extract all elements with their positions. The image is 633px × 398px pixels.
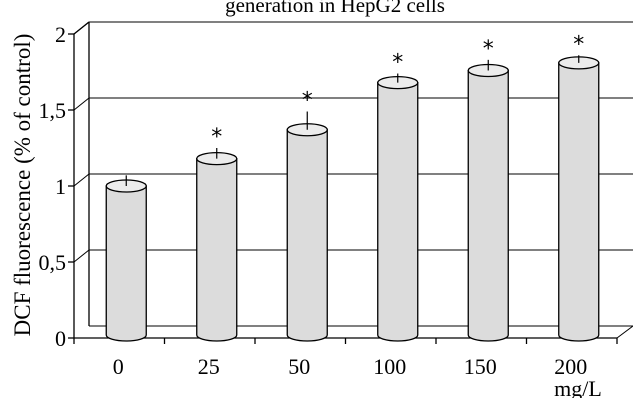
significance-star: * <box>392 51 403 76</box>
bar-group: * <box>467 37 509 342</box>
x-tick-label: 0 <box>113 354 124 379</box>
y-axis-label: DCF fluorescence (% of control) <box>10 34 35 337</box>
bar-group: * <box>196 125 238 342</box>
x-tick-label: 200 <box>554 354 587 379</box>
bars: * * * * * <box>105 32 600 342</box>
gridline-side <box>73 249 90 263</box>
chart-title: generation in HepG2 cells <box>225 0 445 17</box>
bar <box>377 81 419 342</box>
floor-right-edge <box>616 325 633 339</box>
x-tick-label: 25 <box>198 354 220 379</box>
bar <box>196 157 238 342</box>
y-tick-label: 0,5 <box>39 250 67 275</box>
bar-group: * <box>377 51 419 342</box>
gridline-side <box>73 173 90 187</box>
bar <box>467 69 509 342</box>
y-tick-label: 1 <box>55 174 66 199</box>
x-unit-label: mg/L <box>554 376 602 398</box>
gridline-side <box>73 97 90 111</box>
x-tick-label: 100 <box>373 354 406 379</box>
significance-star: * <box>483 37 494 62</box>
y-axis-ticks: 0 0,5 1 1,5 2 <box>39 22 74 351</box>
x-tick-label: 50 <box>288 354 310 379</box>
significance-star: * <box>302 89 313 114</box>
bar-group: * <box>286 89 328 342</box>
significance-star: * <box>211 125 222 150</box>
x-axis-ticks: 0 25 50 100 150 200 <box>73 338 618 379</box>
bar <box>558 62 600 342</box>
plot-frame <box>73 21 633 339</box>
y-tick-label: 1,5 <box>39 98 67 123</box>
gridline-side <box>73 21 90 35</box>
bar-group <box>105 175 147 342</box>
bar-group: * <box>558 32 600 342</box>
bar <box>286 129 328 342</box>
y-tick-label: 0 <box>55 326 66 351</box>
y-tick-label: 2 <box>55 22 66 47</box>
gridlines <box>73 21 633 263</box>
x-tick-label: 150 <box>464 354 497 379</box>
significance-star: * <box>573 32 584 57</box>
bar <box>105 185 147 342</box>
